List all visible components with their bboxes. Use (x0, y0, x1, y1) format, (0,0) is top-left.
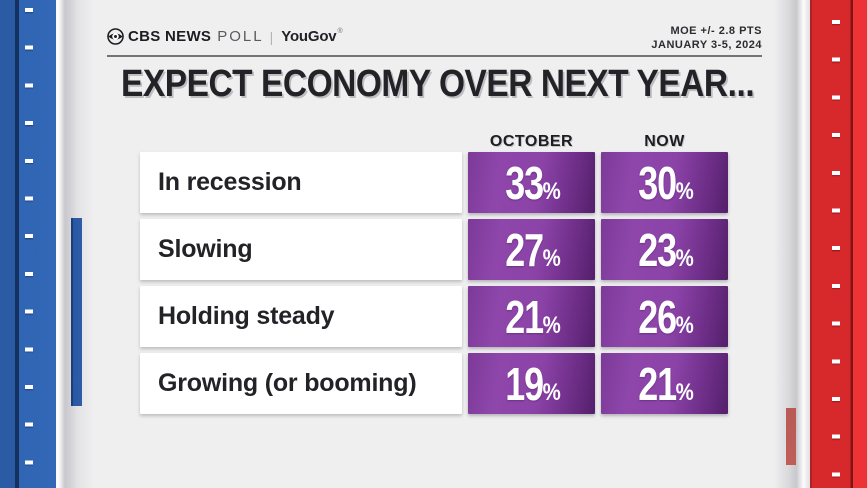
value-number: 26 (638, 290, 678, 343)
moe-date-block: MOE +/- 2.8 PTS JANUARY 3-5, 2024 (651, 24, 762, 52)
percent-sign: % (543, 378, 562, 406)
poll-results-table: In recession 33 % 30 % Slowing 27 % 23 %… (140, 152, 728, 420)
value-cell-now: 30 % (601, 152, 728, 213)
row-label: In recession (140, 152, 462, 213)
value-cell-now: 21 % (601, 353, 728, 414)
page-title: EXPECT ECONOMY OVER NEXT YEAR... (121, 63, 755, 105)
percent-sign: % (676, 311, 695, 339)
column-header-now: NOW (644, 133, 685, 150)
percent-sign: % (676, 378, 695, 406)
value-number: 30 (638, 156, 678, 209)
cbs-eye-icon (107, 28, 124, 45)
brand-lockup: CBS NEWS POLL | YouGov ® (107, 28, 343, 45)
brand-cbs-news: CBS NEWS (128, 28, 212, 45)
moe-line: MOE +/- 2.8 PTS (670, 25, 762, 37)
value-cell-october: 21 % (468, 286, 595, 347)
percent-sign: % (543, 177, 562, 205)
brand-yougov: YouGov (281, 28, 337, 45)
table-row: Slowing 27 % 23 % (140, 219, 728, 280)
date-line: JANUARY 3-5, 2024 (651, 39, 762, 51)
value-number: 27 (505, 223, 545, 276)
registered-mark: ® (337, 28, 343, 35)
left-rail-perforation-dots (25, 8, 33, 488)
row-label: Holding steady (140, 286, 462, 347)
percent-sign: % (676, 244, 695, 272)
table-row: Growing (or booming) 19 % 21 % (140, 353, 728, 414)
brand-poll: POLL (217, 28, 264, 45)
red-page-edge-tab (786, 408, 796, 465)
value-number: 21 (505, 290, 545, 343)
value-cell-october: 27 % (468, 219, 595, 280)
value-number: 19 (505, 357, 545, 410)
right-red-rail (810, 0, 867, 488)
percent-sign: % (676, 177, 695, 205)
table-row: Holding steady 21 % 26 % (140, 286, 728, 347)
value-cell-now: 26 % (601, 286, 728, 347)
percent-sign: % (543, 244, 562, 272)
table-row: In recession 33 % 30 % (140, 152, 728, 213)
left-blue-rail (0, 0, 56, 488)
header-divider-rule (107, 55, 762, 57)
value-cell-october: 33 % (468, 152, 595, 213)
value-cell-now: 23 % (601, 219, 728, 280)
value-number: 33 (505, 156, 545, 209)
row-label: Slowing (140, 219, 462, 280)
blue-page-edge-tab (71, 218, 82, 406)
row-label: Growing (or booming) (140, 353, 462, 414)
percent-sign: % (543, 311, 562, 339)
value-number: 21 (638, 357, 678, 410)
value-number: 23 (638, 223, 678, 276)
value-cell-october: 19 % (468, 353, 595, 414)
right-rail-perforation-dots (832, 20, 840, 488)
column-header-october: OCTOBER (489, 133, 574, 150)
brand-divider: | (269, 28, 274, 45)
